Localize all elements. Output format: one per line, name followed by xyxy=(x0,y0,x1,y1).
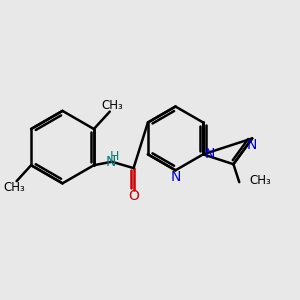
Text: CH₃: CH₃ xyxy=(101,99,123,112)
Text: CH₃: CH₃ xyxy=(3,181,25,194)
Text: N: N xyxy=(106,155,116,169)
Text: O: O xyxy=(128,189,139,203)
Text: H: H xyxy=(110,150,119,163)
Text: N: N xyxy=(204,147,215,161)
Text: CH₃: CH₃ xyxy=(249,174,271,187)
Text: N: N xyxy=(170,170,181,184)
Text: N: N xyxy=(247,138,257,152)
